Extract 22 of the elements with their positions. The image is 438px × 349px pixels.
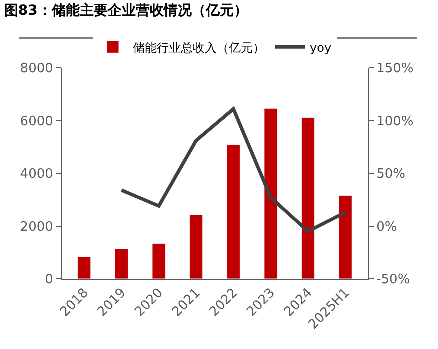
y-tick-label: 4000 xyxy=(20,167,54,182)
line-series xyxy=(120,107,348,234)
y-tick-label: 8000 xyxy=(20,62,54,77)
chart-title: 图83：储能主要企业营收情况（亿元） xyxy=(4,2,248,20)
bar xyxy=(114,248,128,279)
y2-tick-label: 0% xyxy=(376,220,398,235)
legend-label: 储能行业总收入（亿元） xyxy=(133,40,265,55)
y2-tick-label: 100% xyxy=(376,114,414,130)
bar xyxy=(78,256,92,279)
y2-tick-label: 150% xyxy=(376,62,414,77)
bar xyxy=(302,118,316,279)
bar xyxy=(338,196,352,279)
y-tick-label: 6000 xyxy=(20,114,54,130)
bar xyxy=(264,108,278,279)
y-tick-label: 2000 xyxy=(20,220,54,235)
y-tick-label: 0 xyxy=(45,272,54,288)
bar xyxy=(190,214,204,279)
y2-tick-label: -50% xyxy=(376,272,410,288)
y2-tick-label: 50% xyxy=(376,167,406,182)
bar xyxy=(152,244,166,279)
bar xyxy=(226,144,240,279)
legend-label: yoy xyxy=(310,40,332,55)
